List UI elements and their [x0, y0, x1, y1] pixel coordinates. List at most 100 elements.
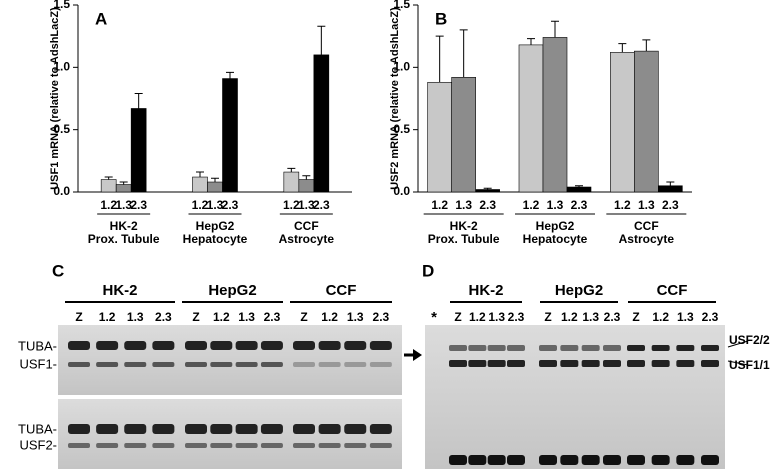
arrow: [727, 360, 749, 366]
lane-label: Z: [300, 310, 307, 324]
band: [701, 345, 719, 351]
group-label: HepG2: [536, 219, 575, 233]
error-bar: [483, 187, 492, 190]
band: [293, 443, 315, 448]
bar: [518, 44, 544, 193]
group-label: CCF: [634, 219, 659, 233]
band: [560, 455, 579, 465]
bar-label: 1.3: [298, 198, 315, 212]
band: [293, 424, 315, 434]
bar-label: 2.3: [130, 198, 147, 212]
band: [152, 443, 175, 448]
band: [318, 362, 341, 367]
band: [318, 424, 341, 434]
error-bar: [302, 175, 311, 180]
error-bar: [226, 71, 234, 79]
bar: [298, 179, 315, 193]
lane-label: 2.3: [264, 310, 281, 324]
group-label: HK-2: [450, 219, 478, 233]
band: [260, 443, 283, 448]
band: [449, 360, 467, 367]
band: [260, 362, 283, 367]
band: [449, 455, 467, 465]
band: [260, 424, 283, 434]
band: [96, 443, 119, 448]
band: [185, 362, 207, 367]
band: [651, 360, 670, 367]
bar: [475, 189, 500, 193]
bar-label: 2.3: [662, 198, 679, 212]
lane-label: 2.3: [155, 310, 172, 324]
lane-label: Z: [75, 310, 82, 324]
band: [676, 360, 695, 367]
lane-label: 2.3: [702, 310, 719, 324]
y-tick-label: 1.5: [53, 0, 70, 11]
group-label: HepG2: [208, 282, 256, 299]
bar-label: 1.3: [638, 198, 655, 212]
band: [68, 341, 90, 350]
band: [581, 345, 600, 351]
bar: [283, 171, 300, 193]
y-tick-label: 1.0: [393, 60, 410, 74]
band: [318, 443, 341, 448]
lane-label: 1.3: [677, 310, 694, 324]
band: [124, 443, 147, 448]
error-bar: [104, 176, 113, 180]
band: [124, 424, 147, 434]
band: [487, 345, 506, 351]
bar: [451, 77, 476, 193]
bar: [658, 185, 683, 193]
band: [369, 362, 392, 367]
group-label: CCF: [326, 282, 357, 299]
lane-label: 2.3: [508, 310, 525, 324]
arrow: [413, 349, 422, 361]
lane-label: 1.2: [561, 310, 578, 324]
group-label: HK-2: [468, 282, 503, 299]
band: [539, 455, 557, 465]
error-bar: [527, 38, 535, 45]
band: [676, 455, 695, 465]
error-bar: [459, 29, 468, 78]
bar: [207, 181, 223, 193]
lane-label: 1.2: [469, 310, 486, 324]
lane-label: 1.3: [238, 310, 255, 324]
group-sublabel: Astrocyte: [279, 232, 335, 246]
band: [651, 345, 670, 351]
group-label: HK-2: [110, 219, 138, 233]
bar-label: 1.2: [283, 198, 300, 212]
band: [293, 341, 315, 350]
lane-label: 1.2: [99, 310, 116, 324]
y-axis-label: USF1 mRNA (relative to AdshLacZ): [49, 7, 61, 190]
band: [124, 341, 147, 350]
band: [152, 362, 175, 367]
band: [68, 443, 90, 448]
band-label: USF1/1: [729, 358, 770, 372]
band: [560, 345, 579, 351]
band: [449, 345, 467, 351]
band: [507, 455, 525, 465]
lane-label: 1.3: [582, 310, 599, 324]
band: [627, 345, 645, 351]
error-bar: [618, 43, 627, 53]
lane-label: Z: [632, 310, 639, 324]
row-label: TUBA-: [18, 338, 57, 353]
band: [235, 424, 258, 434]
error-bar: [211, 177, 219, 183]
bar-label: 2.3: [313, 198, 330, 212]
group-sublabel: Hepatocyte: [523, 232, 588, 246]
band: [369, 341, 392, 350]
arrow: [727, 340, 749, 348]
band: [344, 341, 367, 350]
band: [651, 455, 670, 465]
error-bar: [642, 39, 651, 52]
gel-image: [58, 399, 402, 469]
bar: [610, 52, 635, 193]
band: [68, 424, 90, 434]
group-label: HK-2: [102, 282, 137, 299]
lane-label: 1.2: [213, 310, 230, 324]
band: [96, 341, 119, 350]
lane-label: 1.2: [321, 310, 338, 324]
group-label: HepG2: [555, 282, 603, 299]
